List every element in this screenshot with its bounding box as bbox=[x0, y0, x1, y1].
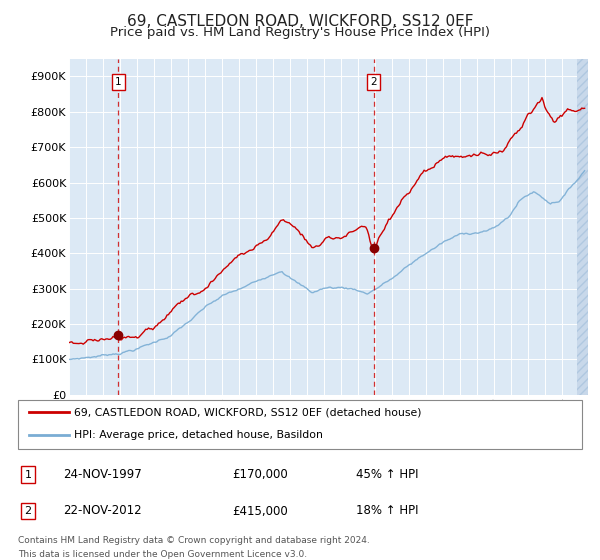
Text: 1: 1 bbox=[115, 77, 122, 87]
Bar bbox=[577, 59, 588, 395]
Text: 45% ↑ HPI: 45% ↑ HPI bbox=[356, 468, 419, 481]
Text: £170,000: £170,000 bbox=[232, 468, 288, 481]
Text: 22-NOV-2012: 22-NOV-2012 bbox=[63, 505, 142, 517]
FancyBboxPatch shape bbox=[18, 400, 582, 449]
Text: 24-NOV-1997: 24-NOV-1997 bbox=[63, 468, 142, 481]
Text: 2: 2 bbox=[25, 506, 32, 516]
Text: 1: 1 bbox=[25, 470, 32, 479]
Text: 69, CASTLEDON ROAD, WICKFORD, SS12 0EF: 69, CASTLEDON ROAD, WICKFORD, SS12 0EF bbox=[127, 14, 473, 29]
Text: 18% ↑ HPI: 18% ↑ HPI bbox=[356, 505, 419, 517]
Text: 69, CASTLEDON ROAD, WICKFORD, SS12 0EF (detached house): 69, CASTLEDON ROAD, WICKFORD, SS12 0EF (… bbox=[74, 407, 422, 417]
Text: Contains HM Land Registry data © Crown copyright and database right 2024.: Contains HM Land Registry data © Crown c… bbox=[18, 536, 370, 545]
Text: Price paid vs. HM Land Registry's House Price Index (HPI): Price paid vs. HM Land Registry's House … bbox=[110, 26, 490, 39]
Text: £415,000: £415,000 bbox=[232, 505, 288, 517]
Text: This data is licensed under the Open Government Licence v3.0.: This data is licensed under the Open Gov… bbox=[18, 550, 307, 559]
Text: 2: 2 bbox=[370, 77, 377, 87]
Text: HPI: Average price, detached house, Basildon: HPI: Average price, detached house, Basi… bbox=[74, 430, 323, 440]
